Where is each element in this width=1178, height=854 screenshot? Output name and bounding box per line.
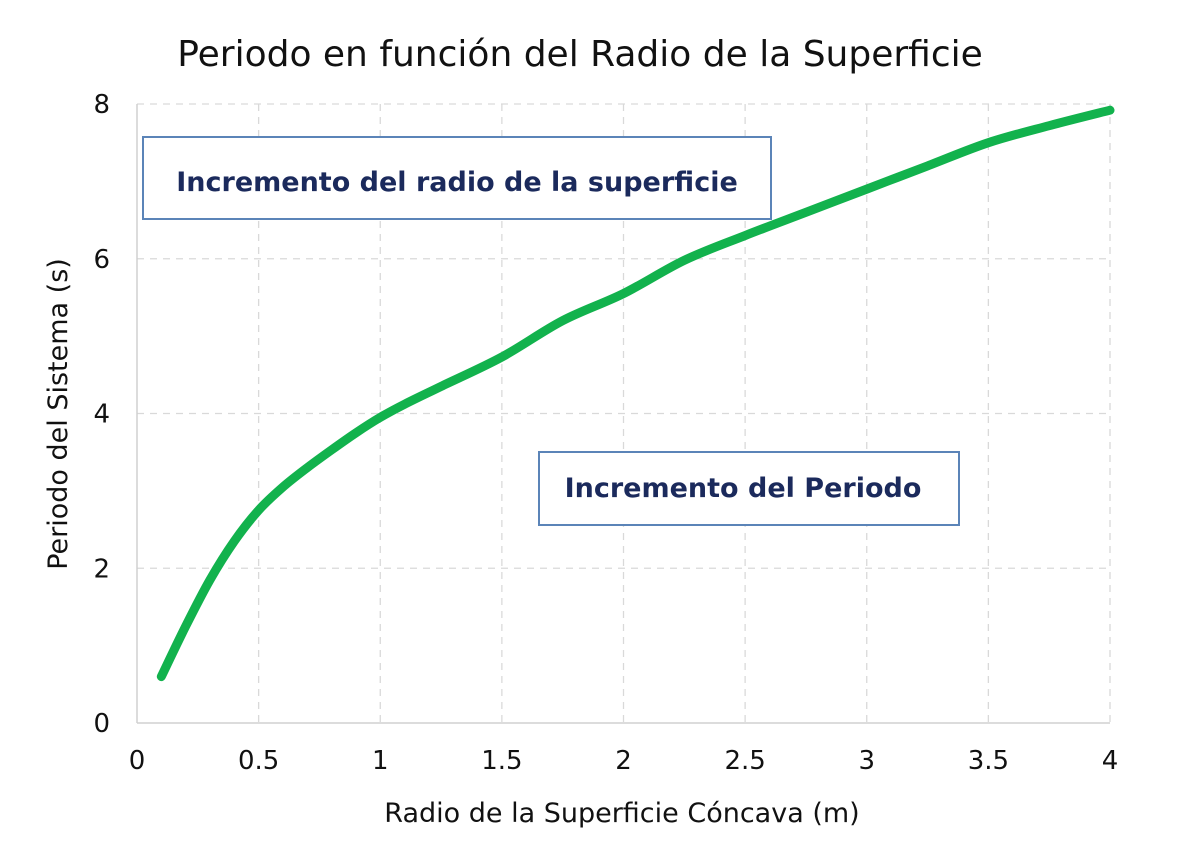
y-tick-label-2: 4	[93, 400, 110, 430]
x-tick-label-1: 0.5	[238, 746, 279, 776]
x-tick-label-6: 3	[858, 746, 875, 776]
annotation-periodo-box	[538, 451, 960, 526]
tick-labels: 0 0.5 1 1.5 2 2.5 3 3.5 4 0 2 4 6 8	[93, 90, 1118, 776]
y-tick-label-0: 0	[93, 709, 110, 739]
annotation-periodo: Incremento del Periodo	[538, 451, 960, 526]
y-tick-label-4: 8	[93, 90, 110, 120]
y-axis-label: Periodo del Sistema (s)	[43, 258, 74, 570]
x-tick-label-0: 0	[129, 746, 146, 776]
y-tick-label-1: 2	[93, 554, 110, 584]
axes	[136, 104, 1110, 724]
y-tick-label-3: 6	[93, 245, 110, 275]
series-line-periodo	[156, 105, 1115, 682]
x-tick-label-2: 1	[372, 746, 389, 776]
x-tick-label-8: 4	[1102, 746, 1119, 776]
annotation-radio-box	[142, 136, 772, 220]
grid-lines	[137, 103, 1111, 723]
annotation-radio-text: Incremento del radio de la superficie	[176, 167, 738, 198]
x-axis-label: Radio de la Superficie Cóncava (m)	[384, 798, 859, 829]
annotation-radio: Incremento del radio de la superficie	[142, 136, 772, 220]
annotation-periodo-text: Incremento del Periodo	[565, 473, 922, 504]
x-tick-label-3: 1.5	[481, 746, 522, 776]
x-tick-label-7: 3.5	[968, 746, 1009, 776]
x-tick-label-5: 2.5	[724, 746, 765, 776]
x-tick-label-4: 2	[615, 746, 632, 776]
chart-title: Periodo en función del Radio de la Super…	[177, 34, 983, 75]
